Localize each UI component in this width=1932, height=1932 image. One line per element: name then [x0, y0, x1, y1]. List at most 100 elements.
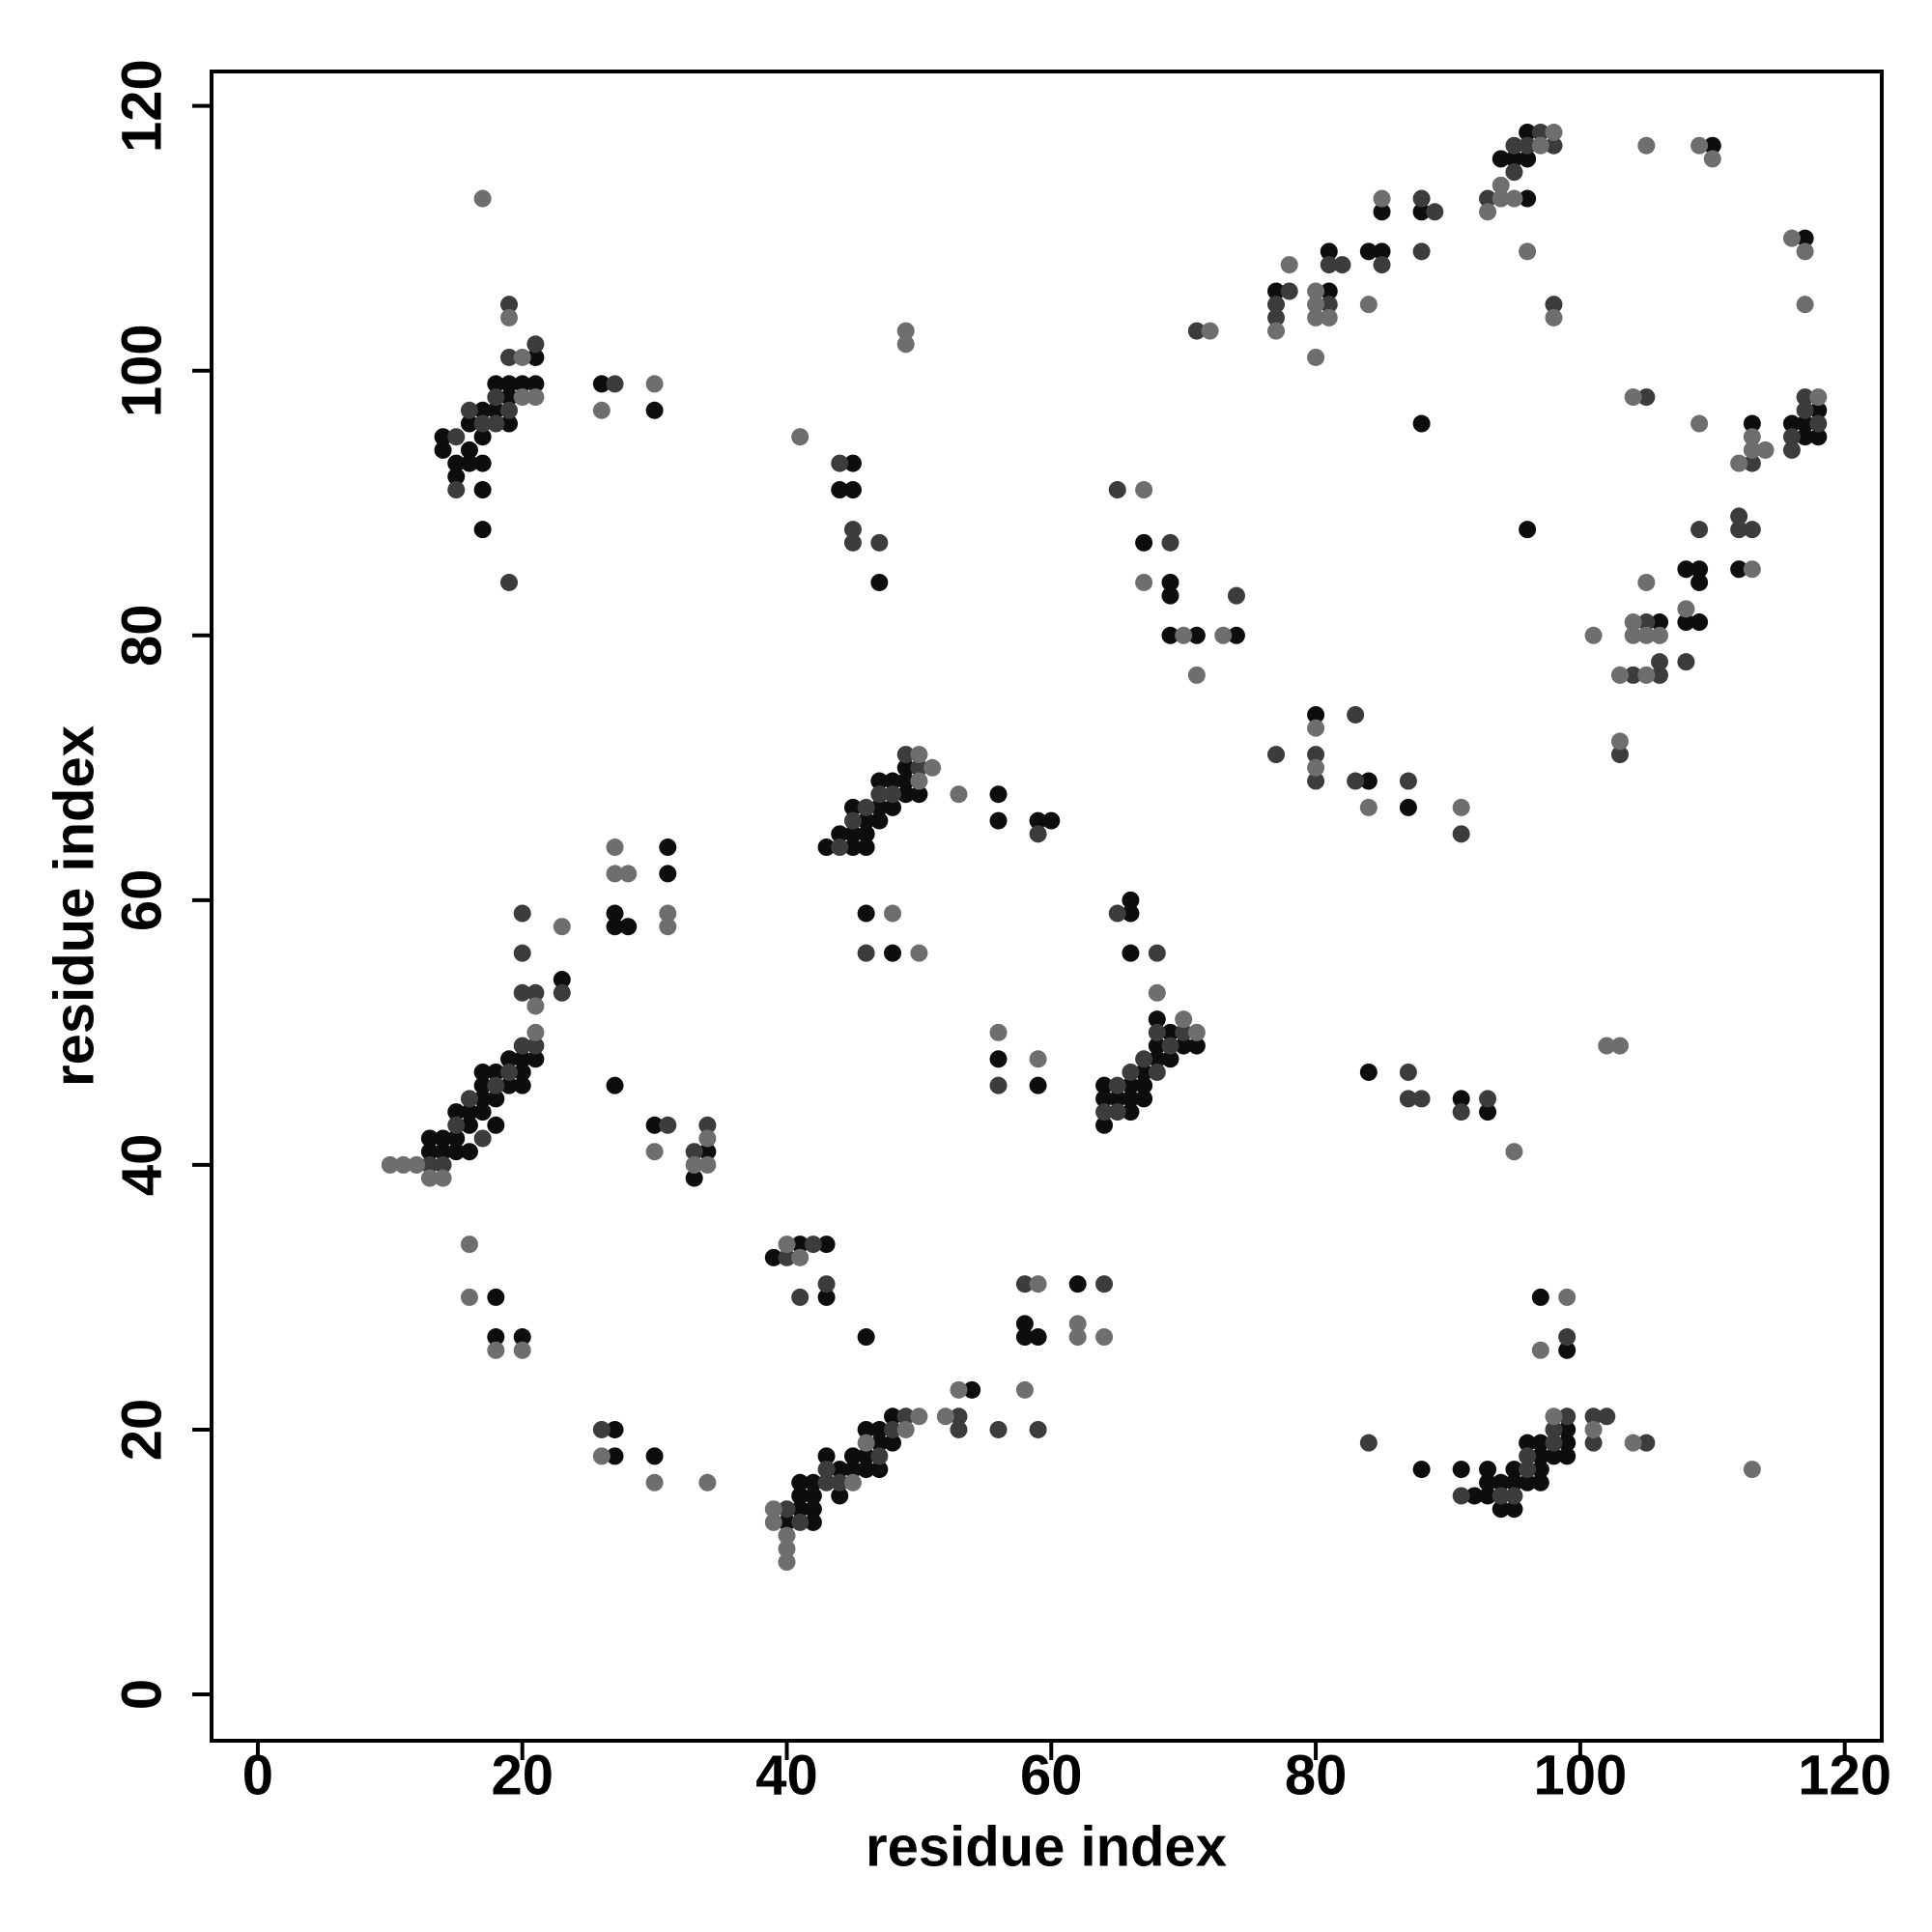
point — [1492, 189, 1510, 208]
point — [791, 428, 810, 446]
y-tick-label: 100 — [110, 324, 173, 417]
point — [1452, 798, 1470, 816]
point — [843, 481, 862, 499]
point — [473, 1129, 492, 1148]
point — [1148, 1063, 1166, 1081]
point — [500, 414, 519, 433]
point — [778, 1540, 796, 1558]
point — [1743, 560, 1761, 579]
point — [1545, 1447, 1563, 1465]
point — [500, 388, 519, 407]
point — [513, 1076, 531, 1094]
point — [1703, 136, 1721, 155]
point — [1492, 1473, 1510, 1492]
point — [1637, 388, 1656, 407]
point — [1637, 666, 1656, 684]
point — [619, 865, 638, 883]
point — [1651, 626, 1669, 644]
point — [1531, 1473, 1549, 1492]
point — [685, 1169, 703, 1187]
point — [1519, 242, 1537, 261]
point — [513, 1050, 531, 1068]
point — [592, 401, 611, 419]
point — [513, 944, 531, 962]
point — [857, 904, 875, 923]
point — [1015, 1328, 1034, 1347]
point — [1796, 242, 1814, 261]
point — [487, 1076, 505, 1094]
point — [526, 1023, 545, 1041]
y-tick-label: 40 — [110, 1134, 173, 1197]
point — [1637, 1434, 1656, 1452]
point — [989, 1023, 1008, 1041]
point — [1519, 150, 1537, 168]
point — [1809, 388, 1828, 407]
point — [659, 838, 677, 857]
point — [606, 1420, 624, 1438]
point — [1782, 428, 1801, 446]
point — [1505, 1461, 1523, 1479]
point — [1492, 1500, 1510, 1519]
point — [831, 454, 849, 472]
point — [513, 904, 531, 923]
point — [831, 825, 849, 843]
point — [1267, 296, 1286, 314]
point — [1558, 1407, 1577, 1426]
point — [1703, 150, 1721, 168]
point — [1479, 203, 1497, 221]
point — [487, 1341, 505, 1359]
point — [460, 1288, 478, 1306]
point — [645, 1143, 664, 1161]
point — [1148, 983, 1166, 1002]
point — [764, 1500, 782, 1519]
y-tick-label: 20 — [110, 1399, 173, 1462]
point — [460, 1236, 478, 1254]
point — [1545, 1407, 1563, 1426]
point — [1505, 150, 1523, 168]
point — [950, 785, 968, 804]
point — [487, 1116, 505, 1134]
point — [950, 1420, 968, 1438]
point — [1412, 242, 1431, 261]
point — [606, 1447, 624, 1465]
point — [526, 335, 545, 354]
point — [896, 758, 915, 777]
point — [1187, 666, 1206, 684]
point — [487, 388, 505, 407]
point — [884, 1434, 902, 1452]
point — [606, 904, 624, 923]
point — [1373, 189, 1391, 208]
point — [659, 865, 677, 883]
point — [1796, 388, 1814, 407]
point — [804, 1487, 822, 1505]
point — [843, 1473, 862, 1492]
point — [1095, 1275, 1114, 1293]
point — [645, 1116, 664, 1134]
point — [857, 825, 875, 843]
point — [1108, 1090, 1126, 1108]
point — [473, 521, 492, 539]
point — [526, 348, 545, 366]
point — [447, 468, 466, 486]
point — [698, 1143, 717, 1161]
point — [1796, 296, 1814, 314]
point — [1135, 533, 1153, 552]
point — [1359, 242, 1378, 261]
point — [1320, 256, 1338, 274]
point — [1307, 348, 1325, 366]
point — [1637, 626, 1656, 644]
point — [831, 481, 849, 499]
point — [896, 335, 915, 354]
point — [857, 1447, 875, 1465]
point — [764, 1513, 782, 1531]
point — [1531, 136, 1549, 155]
point — [843, 811, 862, 830]
point — [884, 944, 902, 962]
point — [1267, 322, 1286, 340]
point — [606, 865, 624, 883]
point — [408, 1155, 426, 1174]
point — [857, 798, 875, 816]
point — [698, 1155, 717, 1174]
point — [685, 1143, 703, 1161]
